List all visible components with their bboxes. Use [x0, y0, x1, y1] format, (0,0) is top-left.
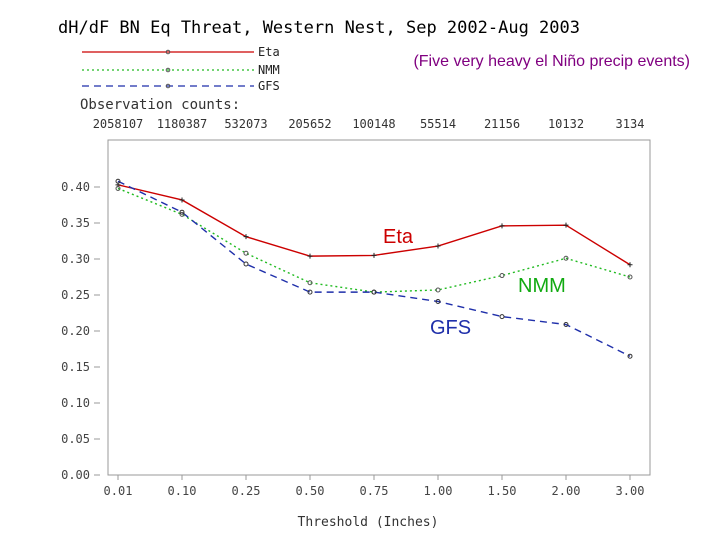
observation-count: 2058107 [93, 117, 144, 131]
data-point-eta [499, 223, 505, 229]
series-points [115, 178, 633, 359]
x-tick-label: 1.00 [424, 484, 453, 498]
observation-counts-label: Observation counts: [80, 97, 240, 113]
observation-count: 3134 [616, 117, 645, 131]
legend-label: NMM [258, 63, 280, 77]
chart-title: dH/dF BN Eq Threat, Western Nest, Sep 20… [58, 18, 580, 38]
data-point-gfs [627, 353, 633, 359]
legend-marker [165, 49, 171, 55]
x-tick-label: 2.00 [552, 484, 581, 498]
x-tick-label: 0.25 [232, 484, 261, 498]
y-tick-label: 0.10 [61, 396, 90, 410]
x-tick-label: 3.00 [616, 484, 645, 498]
data-point-nmm [435, 287, 441, 293]
observation-count: 205652 [288, 117, 331, 131]
observation-count: 1180387 [157, 117, 208, 131]
plot-area [107, 139, 651, 476]
data-point-nmm [499, 273, 505, 279]
data-point-nmm [307, 280, 313, 286]
data-point-nmm [179, 211, 185, 217]
y-tick-label: 0.20 [61, 324, 90, 338]
y-tick-label: 0.40 [61, 180, 90, 194]
data-point-gfs [307, 289, 313, 295]
observation-count: 21156 [484, 117, 520, 131]
legend-label: Eta [258, 45, 280, 59]
data-point-eta [243, 234, 249, 240]
data-point-eta [307, 253, 313, 259]
data-point-nmm [243, 250, 249, 256]
legend: Eta NMM GFS [82, 45, 280, 93]
data-point-gfs [499, 314, 505, 320]
data-point-nmm [627, 274, 633, 280]
legend-marker [165, 83, 171, 89]
observation-count: 100148 [352, 117, 395, 131]
y-tick-label: 0.30 [61, 252, 90, 266]
chart-subtitle: (Five very heavy el Niño precip events) [413, 53, 690, 70]
observation-counts: 2058107 1180387 532073 205652 100148 55514 211… [93, 117, 645, 131]
data-point-eta [371, 252, 377, 258]
data-point-gfs [179, 209, 185, 215]
data-point-nmm [563, 255, 569, 261]
x-axis-label: Threshold (Inches) [298, 515, 439, 530]
data-point-gfs [563, 322, 569, 328]
y-tick-label: 0.15 [61, 360, 90, 374]
data-point-eta [563, 222, 569, 228]
legend-label: GFS [258, 79, 280, 93]
x-tick-label: 1.50 [488, 484, 517, 498]
observation-count: 532073 [224, 117, 267, 131]
data-point-eta [179, 197, 185, 203]
data-point-eta [627, 262, 633, 268]
y-tick-label: 0.35 [61, 216, 90, 230]
legend-marker [165, 67, 171, 73]
data-point-gfs [435, 298, 441, 304]
y-axis: 0.00 0.05 0.10 0.15 0.20 0.25 0.30 0.35 0.40 [61, 180, 100, 482]
x-tick-label: 0.75 [360, 484, 389, 498]
annotation-eta: Eta [383, 226, 414, 248]
data-point-gfs [371, 289, 377, 295]
data-point-gfs [243, 261, 249, 267]
annotations: Eta NMM GFS [383, 226, 566, 339]
observation-count: 10132 [548, 117, 584, 131]
annotation-gfs: GFS [430, 317, 471, 339]
x-tick-label: 0.10 [168, 484, 197, 498]
x-axis: 0.01 0.10 0.25 0.50 0.75 1.00 1.50 2.00 3.00 [104, 475, 645, 498]
data-point-eta [435, 243, 441, 249]
y-tick-label: 0.05 [61, 432, 90, 446]
series-line-eta [117, 184, 631, 266]
y-tick-label: 0.25 [61, 288, 90, 302]
data-point-gfs [115, 178, 121, 184]
x-tick-label: 0.01 [104, 484, 133, 498]
annotation-nmm: NMM [518, 275, 566, 297]
data-point-nmm [115, 185, 121, 191]
series-lines [117, 180, 631, 357]
y-tick-label: 0.00 [61, 468, 90, 482]
observation-count: 55514 [420, 117, 456, 131]
x-tick-label: 0.50 [296, 484, 325, 498]
series-line-gfs [117, 180, 631, 357]
